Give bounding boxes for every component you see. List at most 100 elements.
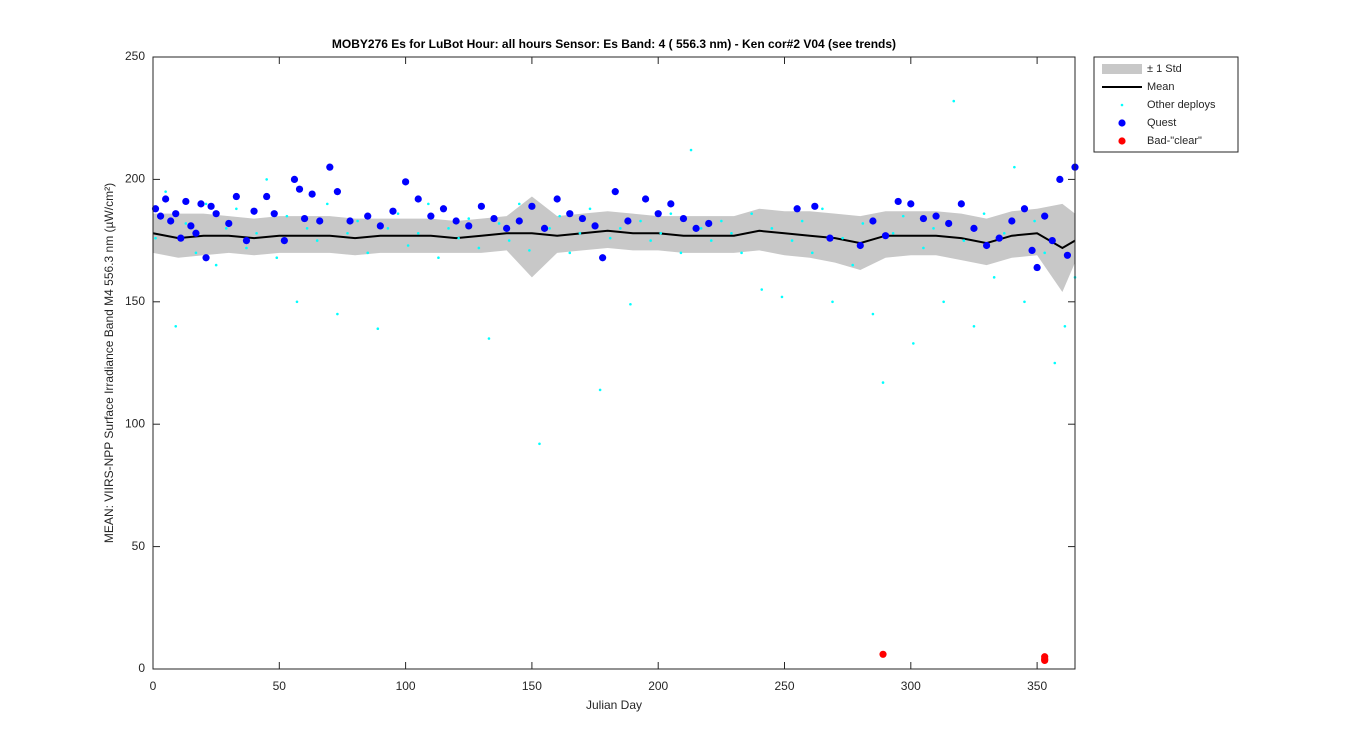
y-tick-label: 250 xyxy=(125,49,145,63)
point xyxy=(831,300,834,304)
point xyxy=(265,178,268,181)
point xyxy=(295,185,304,193)
point xyxy=(922,246,925,250)
point xyxy=(300,214,309,223)
point xyxy=(869,217,877,225)
point xyxy=(667,200,675,208)
point xyxy=(316,217,324,225)
point xyxy=(528,249,531,252)
point xyxy=(376,222,384,230)
point xyxy=(826,234,834,242)
x-tick-label: 150 xyxy=(522,679,542,693)
point xyxy=(308,190,316,198)
point xyxy=(207,202,215,210)
point xyxy=(1063,251,1072,259)
point xyxy=(780,295,784,299)
std-band xyxy=(153,196,1075,293)
point xyxy=(879,650,887,658)
point xyxy=(810,251,814,255)
point xyxy=(162,195,170,203)
point xyxy=(182,197,190,206)
legend-label: Mean xyxy=(1147,81,1175,93)
legend-swatch xyxy=(1118,119,1126,127)
point xyxy=(156,212,165,220)
point xyxy=(326,163,334,171)
point xyxy=(821,207,824,211)
axes-box xyxy=(152,56,1076,670)
point xyxy=(598,388,602,392)
point xyxy=(611,188,619,196)
point xyxy=(709,239,713,242)
point xyxy=(942,300,945,304)
y-tick-label: 100 xyxy=(125,416,145,430)
point xyxy=(624,217,632,225)
point xyxy=(608,236,612,240)
point xyxy=(333,188,341,196)
point xyxy=(629,302,632,306)
point xyxy=(290,175,299,183)
point xyxy=(528,202,536,210)
y-tick-label: 150 xyxy=(125,294,145,308)
point xyxy=(1053,361,1057,365)
point xyxy=(406,244,410,247)
point xyxy=(1013,165,1016,169)
point xyxy=(167,217,175,225)
point xyxy=(952,99,956,103)
legend-swatch xyxy=(1118,137,1126,145)
point xyxy=(517,202,521,206)
point xyxy=(992,276,996,279)
point xyxy=(957,200,965,208)
point xyxy=(427,202,430,206)
point xyxy=(901,214,905,218)
point xyxy=(204,202,208,206)
x-tick-label: 100 xyxy=(396,679,416,693)
point xyxy=(760,288,764,291)
point xyxy=(212,210,220,218)
point xyxy=(793,205,801,213)
point xyxy=(1056,175,1064,183)
point xyxy=(962,239,966,242)
point xyxy=(871,312,875,316)
point xyxy=(477,246,481,250)
point xyxy=(578,214,587,223)
point xyxy=(740,251,743,255)
point xyxy=(566,210,574,218)
point xyxy=(649,239,652,242)
point xyxy=(553,195,561,203)
mean-line xyxy=(152,229,1076,250)
legend-swatch xyxy=(1102,64,1142,74)
point xyxy=(497,222,501,225)
point xyxy=(315,239,319,242)
point xyxy=(619,227,622,230)
point xyxy=(699,227,703,230)
y-tick-label: 200 xyxy=(125,172,145,186)
point xyxy=(919,214,928,223)
point xyxy=(1023,300,1026,304)
point xyxy=(174,324,178,328)
point xyxy=(465,222,473,230)
point xyxy=(214,263,218,267)
point xyxy=(235,207,238,211)
point xyxy=(1028,246,1036,254)
point xyxy=(881,232,890,240)
point xyxy=(659,231,663,235)
point xyxy=(679,251,683,255)
point xyxy=(679,214,688,223)
point xyxy=(503,224,511,232)
point xyxy=(336,312,339,316)
point xyxy=(225,219,233,228)
point xyxy=(202,254,210,262)
point xyxy=(346,231,349,235)
point xyxy=(1043,251,1046,255)
point xyxy=(750,212,753,215)
point xyxy=(376,327,380,331)
point xyxy=(705,219,713,228)
point xyxy=(770,227,774,230)
point xyxy=(396,212,400,215)
point xyxy=(242,237,251,245)
point xyxy=(591,222,599,230)
point xyxy=(881,381,885,384)
point xyxy=(263,192,271,201)
point xyxy=(295,300,299,304)
